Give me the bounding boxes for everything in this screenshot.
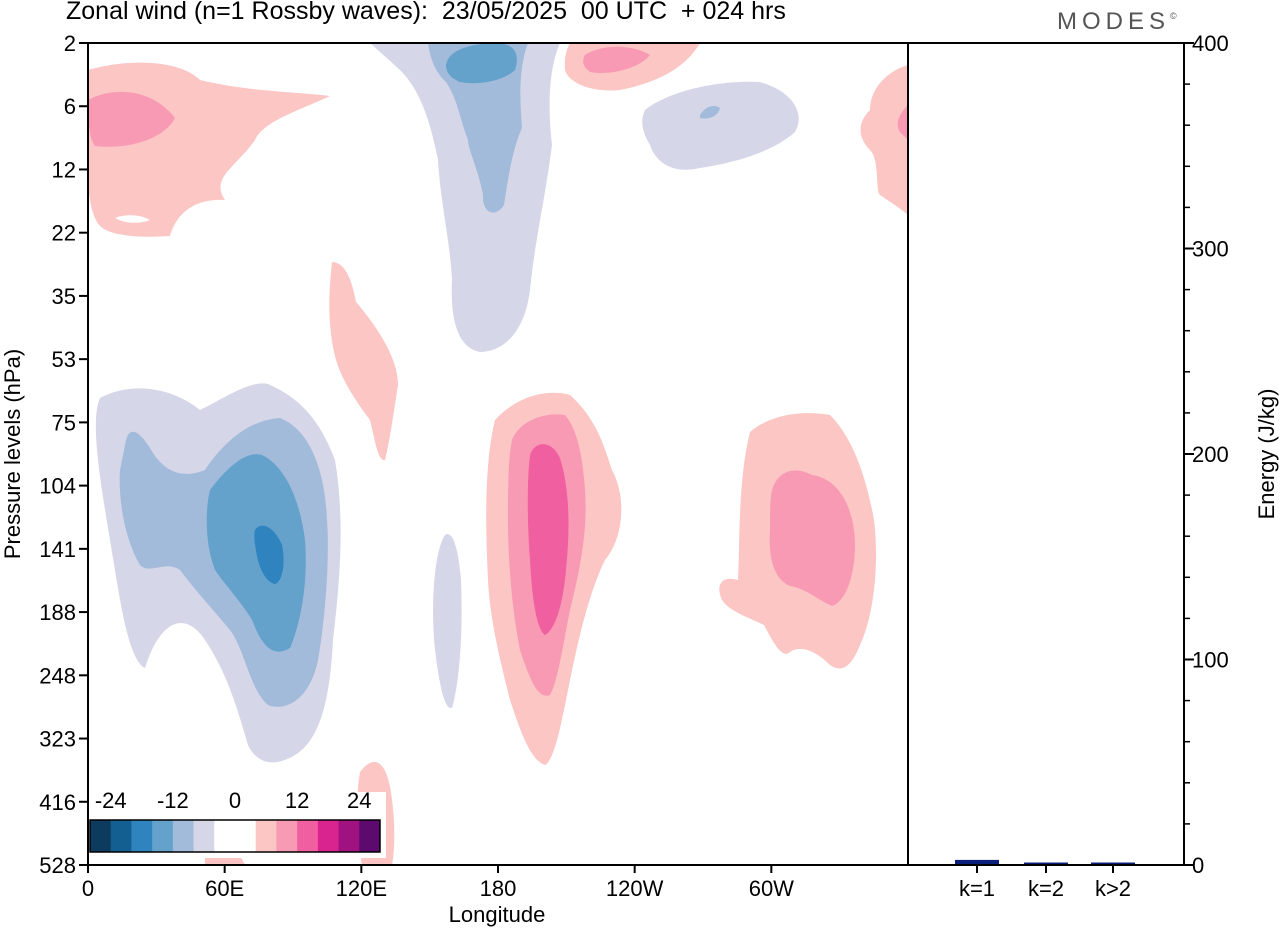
energy-bar-3 [1091,862,1135,864]
contour-positive-strong [527,444,569,635]
energy-tick-label: 400 [1192,31,1229,56]
contour-negative-light [642,81,799,170]
colorbar-cell [359,820,381,852]
x-tick-label: 60E [205,876,244,901]
colorbar-cell [90,820,112,852]
contour-negative-light [433,534,462,709]
colorbar-cell [172,820,195,852]
y-tick-label: 35 [52,284,76,309]
colorbar-cell [235,820,257,852]
x-tick-label: 60W [749,876,794,901]
y-tick-label: 528 [39,853,76,878]
colorbar-label: 12 [285,788,309,813]
contour-negative-mid [700,106,720,119]
colorbar: -24 -12 0 12 24 [88,788,386,858]
contour-negative-strong [446,43,517,84]
energy-tick-label: 300 [1192,237,1229,262]
y-tick-label: 188 [39,600,76,625]
y-tick-label: 248 [39,663,76,688]
contour-negative-mid [428,43,528,213]
x-tick-label: 120E [336,876,387,901]
x-tick-label: 180 [480,876,517,901]
bar-category-label: k=1 [959,876,995,901]
colorbar-cell [297,820,319,852]
contour-positive-light [329,262,398,461]
contour-positive-mid [88,91,175,147]
logo-mark: © [1170,11,1177,21]
colorbar-cell [193,820,215,852]
bar-category-label: k>2 [1095,876,1131,901]
colorbar-cell [338,820,360,852]
colorbar-label: 24 [347,788,371,813]
contour-positive-mid [769,470,856,606]
x-tick-label: 0 [82,876,94,901]
y-tick-label: 2 [64,31,76,56]
contour-field [88,43,908,865]
y-axis-label: Pressure levels (hPa) [0,349,25,559]
colorbar-label: 0 [229,788,241,813]
modes-logo: MODES© [1057,8,1177,36]
colorbar-label: -12 [157,788,189,813]
contour-positive-light [860,65,908,215]
colorbar-cell [152,820,174,852]
logo-text: MODES [1057,8,1171,35]
energy-tick-label: 100 [1192,648,1229,673]
colorbar-frame [89,819,381,853]
colorbar-cell [110,820,132,852]
y-tick-label: 6 [64,94,76,119]
energy-tick-label: 0 [1192,853,1204,878]
energy-axis-label: Energy (J/kg) [1254,389,1279,520]
colorbar-cell [276,820,298,852]
y-tick-label: 104 [39,474,76,499]
colorbar-cell [255,820,277,852]
contour-positive-light [88,62,330,237]
contour-negative-core [254,525,284,584]
chart-title: Zonal wind (n=1 Rossby waves): 23/05/202… [66,0,786,25]
colorbar-cell [214,820,236,852]
y-tick-label: 141 [39,537,76,562]
energy-bar-1 [955,859,999,864]
colorbar-label: -24 [95,788,127,813]
x-tick-label: 120W [606,876,664,901]
energy-bar-2 [1024,862,1068,864]
contour-negative-strong [206,454,306,652]
colorbar-cell [317,820,340,852]
x-axis-label: Longitude [449,902,546,927]
energy-tick-label: 200 [1192,442,1229,467]
contour-positive-mid [583,46,650,74]
colorbar-cell [131,820,153,852]
y-tick-label: 53 [52,347,76,372]
contour-positive-mid [897,105,908,140]
bar-category-label: k=2 [1028,876,1064,901]
y-tick-label: 416 [39,790,76,815]
y-tick-label: 12 [52,157,76,182]
y-tick-label: 323 [39,727,76,752]
y-tick-label: 75 [52,410,76,435]
y-tick-label: 22 [52,221,76,246]
